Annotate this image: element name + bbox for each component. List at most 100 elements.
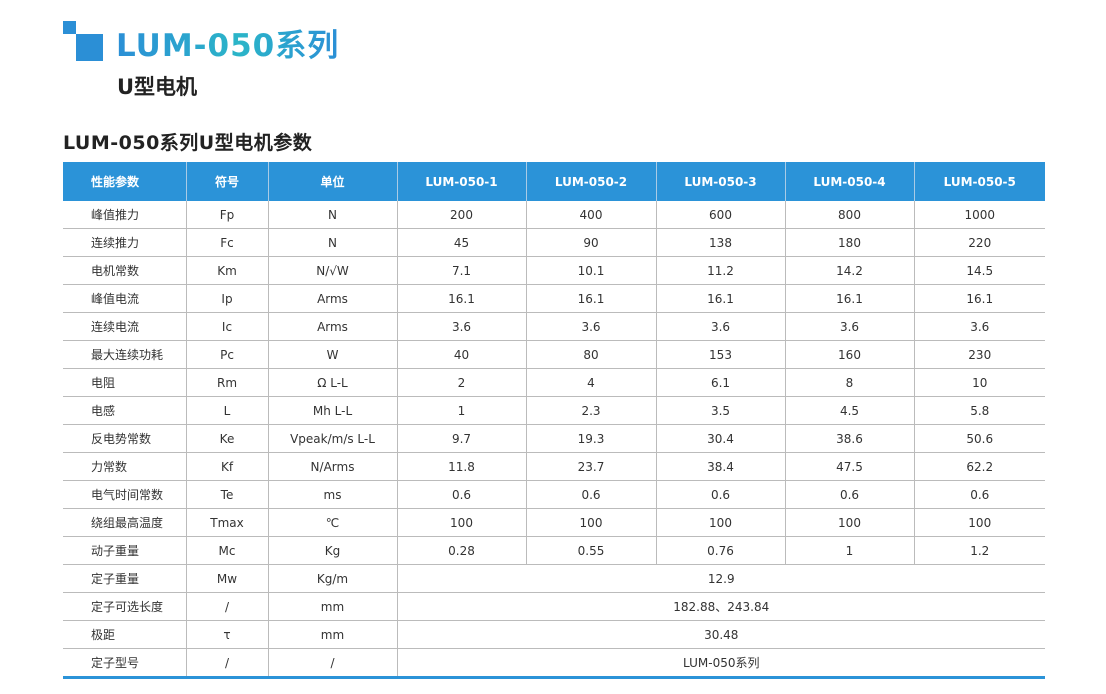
table-row: 峰值电流 Ip Arms 16.1 16.1 16.1 16.1 16.1 <box>63 284 1045 313</box>
param-value: 30.48 <box>396 620 1045 649</box>
spec-table: 性能参数 符号 单位 LUM-050-1 LUM-050-2 LUM-050-3 LUM-0… <box>63 162 1045 679</box>
param-value: 16.1 <box>784 284 914 313</box>
table-row: 最大连续功耗 Pc W 40 80 153 160 230 <box>63 340 1045 369</box>
param-value: 100 <box>525 508 656 537</box>
param-value: 1 <box>784 536 914 565</box>
param-value: 16.1 <box>655 284 785 313</box>
param-value: 200 <box>396 201 526 229</box>
param-value: 62.2 <box>913 452 1045 481</box>
param-value: 1000 <box>913 201 1045 229</box>
param-value: 23.7 <box>525 452 656 481</box>
param-name: 极距 <box>63 620 186 649</box>
table-row: 连续推力 Fc N 45 90 138 180 220 <box>63 228 1045 257</box>
column-header: 符号 <box>185 162 268 201</box>
table-row: 连续电流 Ic Arms 3.6 3.6 3.6 3.6 3.6 <box>63 312 1045 341</box>
param-unit: Kg <box>267 536 397 565</box>
param-value: 400 <box>525 201 656 229</box>
param-value: 0.6 <box>655 480 785 509</box>
param-value: 100 <box>784 508 914 537</box>
param-value: 138 <box>655 228 785 257</box>
logo-square-large <box>76 34 103 61</box>
param-value: 800 <box>784 201 914 229</box>
param-value: 16.1 <box>396 284 526 313</box>
param-unit: N/Arms <box>267 452 397 481</box>
column-header: LUM-050-2 <box>525 162 656 201</box>
table-row: 电感 L Mh L-L 1 2.3 3.5 4.5 5.8 <box>63 396 1045 425</box>
param-value: 1.2 <box>913 536 1045 565</box>
param-value: 180 <box>784 228 914 257</box>
page-title: LUM-050系列 <box>116 28 340 64</box>
param-value: 100 <box>655 508 785 537</box>
param-unit: Ω L-L <box>267 368 397 397</box>
param-value: 38.6 <box>784 424 914 453</box>
param-value: 50.6 <box>913 424 1045 453</box>
param-value: 100 <box>396 508 526 537</box>
param-value: 90 <box>525 228 656 257</box>
param-value: 600 <box>655 201 785 229</box>
column-header: LUM-050-5 <box>913 162 1045 201</box>
param-unit: Arms <box>267 284 397 313</box>
param-unit: N <box>267 201 397 229</box>
param-name: 电机常数 <box>63 256 186 285</box>
column-header: LUM-050-1 <box>396 162 526 201</box>
param-value: 80 <box>525 340 656 369</box>
param-symbol: Fp <box>185 201 268 229</box>
param-value: 160 <box>784 340 914 369</box>
param-value: 7.1 <box>396 256 526 285</box>
param-value: 5.8 <box>913 396 1045 425</box>
param-name: 电气时间常数 <box>63 480 186 509</box>
param-unit: mm <box>267 620 397 649</box>
param-name: 最大连续功耗 <box>63 340 186 369</box>
param-value: 3.6 <box>784 312 914 341</box>
param-name: 电感 <box>63 396 186 425</box>
column-header: 性能参数 <box>63 162 186 201</box>
param-unit: Vpeak/m/s L-L <box>267 424 397 453</box>
param-symbol: Mc <box>185 536 268 565</box>
param-value: 11.8 <box>396 452 526 481</box>
column-header: LUM-050-3 <box>655 162 785 201</box>
param-name: 电阻 <box>63 368 186 397</box>
param-value: 47.5 <box>784 452 914 481</box>
param-value: 0.6 <box>396 480 526 509</box>
param-value: 0.6 <box>525 480 656 509</box>
param-symbol: Te <box>185 480 268 509</box>
param-unit: mm <box>267 592 397 621</box>
param-symbol: Fc <box>185 228 268 257</box>
param-value: 12.9 <box>396 564 1045 593</box>
param-unit: W <box>267 340 397 369</box>
param-value: 230 <box>913 340 1045 369</box>
param-value: 14.5 <box>913 256 1045 285</box>
param-symbol: L <box>185 396 268 425</box>
param-value: 4 <box>525 368 656 397</box>
param-name: 定子可选长度 <box>63 592 186 621</box>
param-value: 14.2 <box>784 256 914 285</box>
param-value: 10 <box>913 368 1045 397</box>
param-value: 0.55 <box>525 536 656 565</box>
param-value: 45 <box>396 228 526 257</box>
table-row: 绕组最高温度 Tmax ℃ 100 100 100 100 100 <box>63 508 1045 537</box>
param-symbol: / <box>185 648 268 679</box>
param-value: 0.6 <box>913 480 1045 509</box>
param-value: 3.6 <box>655 312 785 341</box>
table-header-row: 性能参数 符号 单位 LUM-050-1 LUM-050-2 LUM-050-3 LUM-0… <box>63 162 1045 201</box>
param-name: 连续电流 <box>63 312 186 341</box>
param-value: 0.28 <box>396 536 526 565</box>
param-name: 定子型号 <box>63 648 186 679</box>
table-row: 动子重量 Mc Kg 0.28 0.55 0.76 1 1.2 <box>63 536 1045 565</box>
param-value: 2.3 <box>525 396 656 425</box>
param-value: 30.4 <box>655 424 785 453</box>
param-symbol: Ke <box>185 424 268 453</box>
param-value: 3.6 <box>525 312 656 341</box>
param-value: 6.1 <box>655 368 785 397</box>
param-value: 16.1 <box>913 284 1045 313</box>
param-value: 153 <box>655 340 785 369</box>
column-header: LUM-050-4 <box>784 162 914 201</box>
param-value: 3.5 <box>655 396 785 425</box>
param-unit: N <box>267 228 397 257</box>
param-value: 10.1 <box>525 256 656 285</box>
param-name: 峰值电流 <box>63 284 186 313</box>
param-value: 38.4 <box>655 452 785 481</box>
param-symbol: Mw <box>185 564 268 593</box>
param-value: LUM-050系列 <box>396 648 1045 679</box>
param-value: 3.6 <box>396 312 526 341</box>
